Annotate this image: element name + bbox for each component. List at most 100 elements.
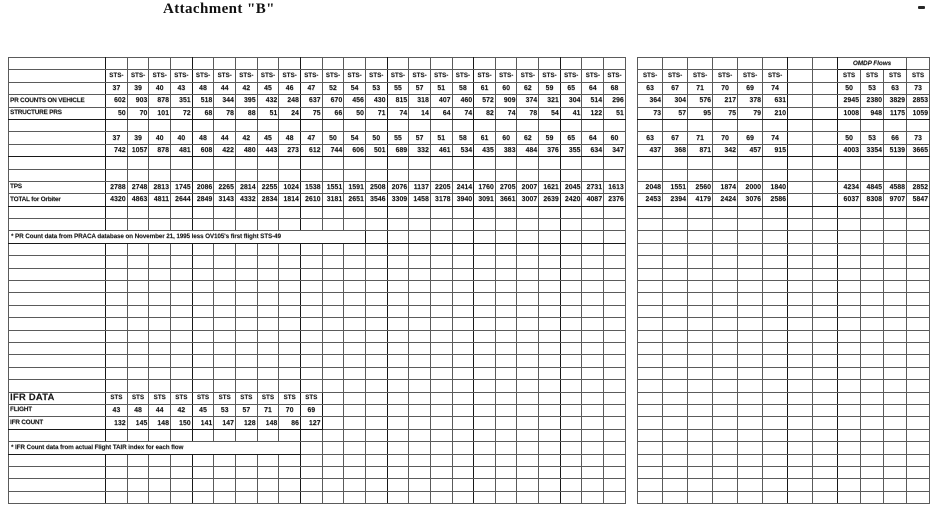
grid-cell	[687, 317, 713, 331]
grid-cell	[559, 118, 583, 133]
sts-column-header: STS-	[386, 69, 410, 83]
grid-cell	[603, 379, 626, 393]
row-label	[8, 69, 106, 83]
grid-cell	[386, 230, 410, 244]
omdp-vehicle-count-value: 3665	[906, 143, 931, 158]
flight-number: 48	[191, 81, 215, 96]
omdp-vehicle-count-value: 4003	[837, 143, 861, 158]
grid-cell	[906, 267, 931, 282]
omdp-pr-counts-value: 2853	[906, 94, 931, 108]
row-label-total: TOTAL for Orbiter	[8, 193, 106, 207]
grid-cell	[559, 267, 583, 282]
omdp-orbiter-total-value: 8308	[860, 193, 884, 207]
grid-cell	[837, 366, 861, 381]
grid-cell	[169, 280, 193, 294]
grid-cell	[408, 354, 431, 368]
grid-cell	[860, 403, 884, 418]
tps-value: 1538	[299, 180, 323, 195]
grid-cell	[386, 267, 410, 282]
grid-cell	[712, 118, 738, 133]
flight-number: 59	[538, 81, 561, 96]
grid-cell	[762, 403, 788, 418]
grid-cell	[494, 490, 518, 505]
grid-cell	[882, 379, 908, 393]
grid-cell	[837, 341, 861, 356]
grid-cell	[343, 428, 366, 443]
grid-cell	[321, 292, 345, 306]
grid-cell	[762, 478, 788, 492]
grid-cell	[516, 366, 540, 381]
grid-cell	[169, 218, 193, 232]
grid-cell	[321, 366, 345, 381]
grid-cell	[191, 56, 215, 71]
grid-cell	[662, 267, 688, 282]
grid-cell	[559, 428, 583, 443]
grid-cell	[812, 56, 838, 71]
flight-number: 48	[278, 131, 301, 145]
grid-cell	[538, 304, 561, 319]
grid-cell	[812, 69, 838, 83]
grid-cell	[494, 56, 518, 71]
grid-cell	[737, 230, 763, 244]
grid-cell	[256, 168, 280, 182]
grid-cell	[762, 168, 788, 182]
structure-prs-value: 41	[559, 106, 583, 120]
grid-cell	[581, 428, 605, 443]
grid-cell	[559, 341, 583, 356]
grid-cell	[278, 280, 301, 294]
flight-number: 40	[148, 81, 171, 96]
grid-cell	[559, 255, 583, 269]
tps-value: 2000	[737, 180, 763, 195]
grid-cell	[787, 242, 813, 257]
grid-cell	[906, 490, 931, 505]
omdp-structure-prs-value: 1059	[906, 106, 931, 120]
grid-cell	[343, 478, 366, 492]
grid-cell	[191, 490, 215, 505]
grid-cell	[737, 428, 763, 443]
ifr-flight-number: 42	[169, 403, 193, 418]
grid-cell	[860, 156, 884, 170]
structure-prs-value: 78	[516, 106, 540, 120]
grid-cell	[299, 56, 323, 71]
sts-column-header: STS	[126, 391, 150, 405]
grid-cell	[256, 465, 280, 480]
sts-column-header: STS-	[343, 69, 366, 83]
grid-cell	[278, 341, 301, 356]
grid-cell	[278, 168, 301, 182]
grid-cell	[906, 329, 931, 344]
omdp-flight-number: 73	[906, 81, 931, 96]
row-label	[8, 81, 106, 96]
pr-counts-value: 460	[451, 94, 475, 108]
grid-cell	[787, 441, 813, 455]
scan-artifact	[918, 6, 925, 9]
table-row	[8, 118, 626, 133]
grid-cell	[737, 304, 763, 319]
grid-cell	[581, 490, 605, 505]
grid-cell	[538, 341, 561, 356]
table-row	[8, 292, 626, 306]
grid-cell	[234, 218, 258, 232]
pr-counts-value: 815	[386, 94, 410, 108]
grid-cell	[662, 218, 688, 232]
grid-cell	[321, 416, 345, 430]
tps-value: 2265	[213, 180, 236, 195]
grid-cell	[408, 56, 431, 71]
grid-cell	[662, 391, 688, 405]
grid-cell	[343, 56, 366, 71]
sts-column-header: STS-	[712, 69, 738, 83]
grid-cell	[637, 465, 663, 480]
grid-cell	[105, 118, 128, 133]
grid-cell	[882, 465, 908, 480]
grid-cell	[451, 403, 475, 418]
table-row: PR COUNTS ON VEHICLE 602 903 878 351 518 344 39…	[8, 94, 626, 108]
structure-prs-value: 122	[581, 106, 605, 120]
tps-value: 1551	[662, 180, 688, 195]
grid-cell	[386, 56, 410, 71]
row-label	[8, 329, 106, 344]
grid-cell	[581, 230, 605, 244]
grid-cell	[213, 168, 236, 182]
grid-cell	[451, 255, 475, 269]
grid-cell	[559, 329, 583, 344]
grid-cell	[837, 267, 861, 282]
sts-column-header: STS-	[191, 69, 215, 83]
